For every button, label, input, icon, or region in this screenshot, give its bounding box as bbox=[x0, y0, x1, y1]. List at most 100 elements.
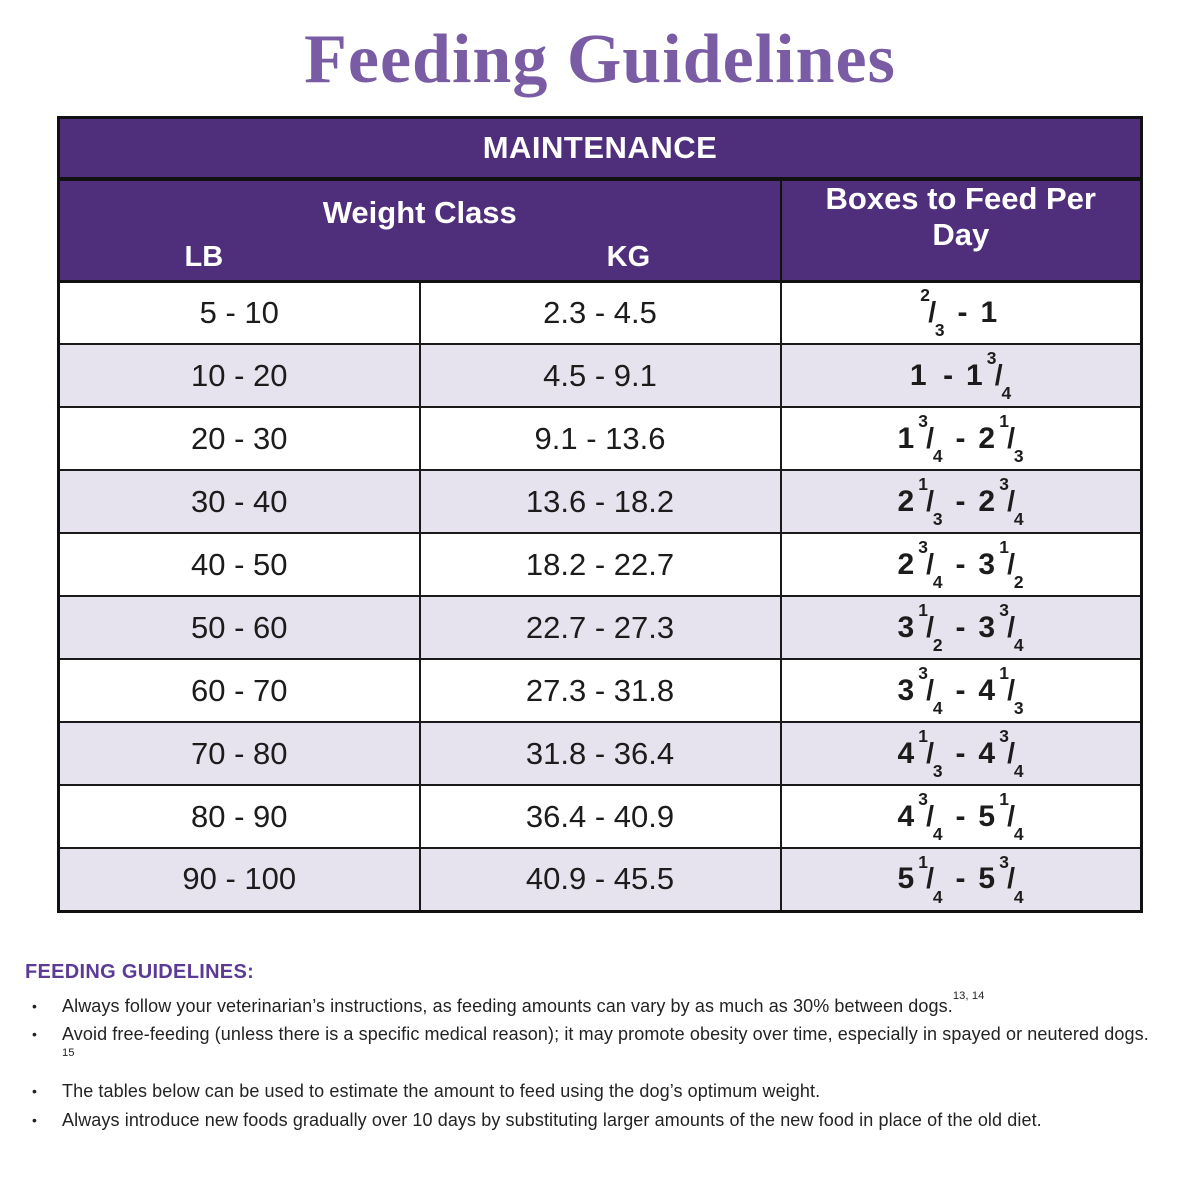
whole-number: 5 bbox=[978, 862, 996, 896]
footer-heading: FEEDING GUIDELINES: bbox=[25, 960, 255, 983]
fraction: 3/4 bbox=[918, 788, 944, 844]
maintenance-header: MAINTENANCE bbox=[58, 117, 1142, 181]
fraction: 1/3 bbox=[918, 725, 944, 781]
boxes-per-day-cell: 31/2 - 33/4 bbox=[780, 595, 1142, 659]
whole-number: 2 bbox=[978, 421, 996, 455]
kg-range-cell: 22.7 - 27.3 bbox=[419, 595, 782, 659]
table-row: 20 - 30 9.1 - 13.6 13/4 - 21/3 bbox=[58, 406, 1142, 470]
table-row: 40 - 50 18.2 - 22.7 23/4 - 31/2 bbox=[58, 532, 1142, 596]
whole-number: 2 bbox=[897, 547, 915, 581]
table-body: 5 - 10 2.3 - 4.5 2/3 - 1 10 - 20 4.5 - 9.1 1 … bbox=[58, 280, 1142, 911]
whole-number: 3 bbox=[897, 673, 915, 707]
weight-class-label: Weight Class bbox=[322, 195, 517, 230]
table-row: 50 - 60 22.7 - 27.3 31/2 - 33/4 bbox=[58, 595, 1142, 659]
lb-range-cell: 80 - 90 bbox=[58, 784, 421, 848]
range-dash: - bbox=[946, 484, 975, 518]
lb-range-cell: 5 - 10 bbox=[58, 280, 421, 344]
lb-range-cell: 30 - 40 bbox=[58, 469, 421, 533]
weight-class-header-cell: Weight Class LB KG bbox=[58, 179, 782, 283]
citation-superscript: 13, 14 bbox=[952, 990, 985, 1003]
lb-range-cell: 50 - 60 bbox=[58, 595, 421, 659]
boxes-per-day-header: Boxes to Feed Per Day bbox=[780, 179, 1142, 283]
kg-range-cell: 13.6 - 18.2 bbox=[419, 469, 782, 533]
range-dash: - bbox=[934, 358, 963, 392]
guideline-item: Always introduce new foods gradually ove… bbox=[25, 1106, 1162, 1135]
lb-range-cell: 10 - 20 bbox=[58, 343, 421, 407]
whole-number: 5 bbox=[978, 799, 996, 833]
range-dash: - bbox=[946, 421, 975, 455]
kg-range-cell: 40.9 - 45.5 bbox=[419, 847, 782, 911]
range-dash: - bbox=[946, 799, 975, 833]
fraction: 2/3 bbox=[920, 285, 946, 341]
boxes-per-day-cell: 13/4 - 21/3 bbox=[780, 406, 1142, 470]
lb-range-cell: 90 - 100 bbox=[58, 847, 421, 911]
table-row: 60 - 70 27.3 - 31.8 33/4 - 41/3 bbox=[58, 658, 1142, 722]
boxes-per-day-cell: 51/4 - 53/4 bbox=[780, 847, 1142, 911]
guideline-item: The tables below can be used to estimate… bbox=[25, 1077, 1162, 1106]
boxes-per-day-cell: 21/3 - 23/4 bbox=[780, 469, 1142, 533]
citation-superscript: 15 bbox=[62, 1047, 75, 1060]
table-row: 30 - 40 13.6 - 18.2 21/3 - 23/4 bbox=[58, 469, 1142, 533]
table-row: 5 - 10 2.3 - 4.5 2/3 - 1 bbox=[58, 280, 1142, 344]
kg-range-cell: 31.8 - 36.4 bbox=[419, 721, 782, 785]
fraction: 3/4 bbox=[999, 851, 1025, 907]
fraction: 1/2 bbox=[999, 536, 1025, 592]
maintenance-header-row: MAINTENANCE bbox=[58, 117, 1142, 181]
kg-range-cell: 2.3 - 4.5 bbox=[419, 280, 782, 344]
whole-number: 4 bbox=[978, 736, 996, 770]
lb-column-header: LB bbox=[184, 241, 224, 273]
maintenance-table: MAINTENANCE Weight Class LB KG Boxes to … bbox=[57, 115, 1143, 913]
whole-number: 5 bbox=[897, 862, 915, 896]
whole-number: 4 bbox=[897, 799, 915, 833]
boxes-per-day-cell: 2/3 - 1 bbox=[780, 280, 1142, 344]
whole-number: 1 bbox=[980, 295, 998, 329]
whole-number: 4 bbox=[897, 736, 915, 770]
kg-column-header: KG bbox=[606, 241, 651, 273]
guidelines-list: Always follow your veterinarian’s instru… bbox=[25, 990, 1162, 1135]
fraction: 1/4 bbox=[918, 851, 944, 907]
whole-number: 1 bbox=[966, 358, 984, 392]
table-row: 80 - 90 36.4 - 40.9 43/4 - 51/4 bbox=[58, 784, 1142, 848]
whole-number: 2 bbox=[897, 484, 915, 518]
lb-range-cell: 60 - 70 bbox=[58, 658, 421, 722]
boxes-per-day-cell: 41/3 - 43/4 bbox=[780, 721, 1142, 785]
column-header-row: Weight Class LB KG Boxes to Feed Per Day bbox=[58, 179, 1142, 283]
range-dash: - bbox=[946, 547, 975, 581]
lb-range-cell: 20 - 30 bbox=[58, 406, 421, 470]
whole-number: 2 bbox=[978, 484, 996, 518]
guideline-item: Avoid free-feeding (unless there is a sp… bbox=[25, 1020, 1162, 1077]
table-row: 90 - 100 40.9 - 45.5 51/4 - 53/4 bbox=[58, 847, 1142, 911]
fraction: 3/4 bbox=[918, 536, 944, 592]
table-row: 70 - 80 31.8 - 36.4 41/3 - 43/4 bbox=[58, 721, 1142, 785]
fraction: 3/4 bbox=[918, 410, 944, 466]
fraction: 3/4 bbox=[999, 599, 1025, 655]
fraction: 3/4 bbox=[999, 725, 1025, 781]
kg-range-cell: 9.1 - 13.6 bbox=[419, 406, 782, 470]
kg-range-cell: 18.2 - 22.7 bbox=[419, 532, 782, 596]
range-dash: - bbox=[946, 610, 975, 644]
fraction: 3/4 bbox=[986, 347, 1012, 403]
lb-range-cell: 40 - 50 bbox=[58, 532, 421, 596]
fraction: 1/4 bbox=[999, 788, 1025, 844]
range-dash: - bbox=[946, 673, 975, 707]
lb-range-cell: 70 - 80 bbox=[58, 721, 421, 785]
fraction: 1/3 bbox=[999, 662, 1025, 718]
range-dash: - bbox=[946, 862, 975, 896]
guideline-item: Always follow your veterinarian’s instru… bbox=[25, 990, 1162, 1021]
footer-section: FEEDING GUIDELINES: Always follow your v… bbox=[25, 961, 1162, 1135]
fraction: 1/2 bbox=[918, 599, 944, 655]
boxes-per-day-cell: 43/4 - 51/4 bbox=[780, 784, 1142, 848]
kg-range-cell: 36.4 - 40.9 bbox=[419, 784, 782, 848]
whole-number: 4 bbox=[978, 673, 996, 707]
fraction: 3/4 bbox=[918, 662, 944, 718]
table-row: 10 - 20 4.5 - 9.1 1 - 13/4 bbox=[58, 343, 1142, 407]
weight-units-row: LB KG bbox=[60, 233, 780, 279]
range-dash: - bbox=[946, 736, 975, 770]
boxes-per-day-cell: 33/4 - 41/3 bbox=[780, 658, 1142, 722]
boxes-per-day-cell: 1 - 13/4 bbox=[780, 343, 1142, 407]
fraction: 1/3 bbox=[918, 473, 944, 529]
kg-range-cell: 4.5 - 9.1 bbox=[419, 343, 782, 407]
fraction: 1/3 bbox=[999, 410, 1025, 466]
boxes-per-day-cell: 23/4 - 31/2 bbox=[780, 532, 1142, 596]
whole-number: 1 bbox=[909, 358, 928, 392]
